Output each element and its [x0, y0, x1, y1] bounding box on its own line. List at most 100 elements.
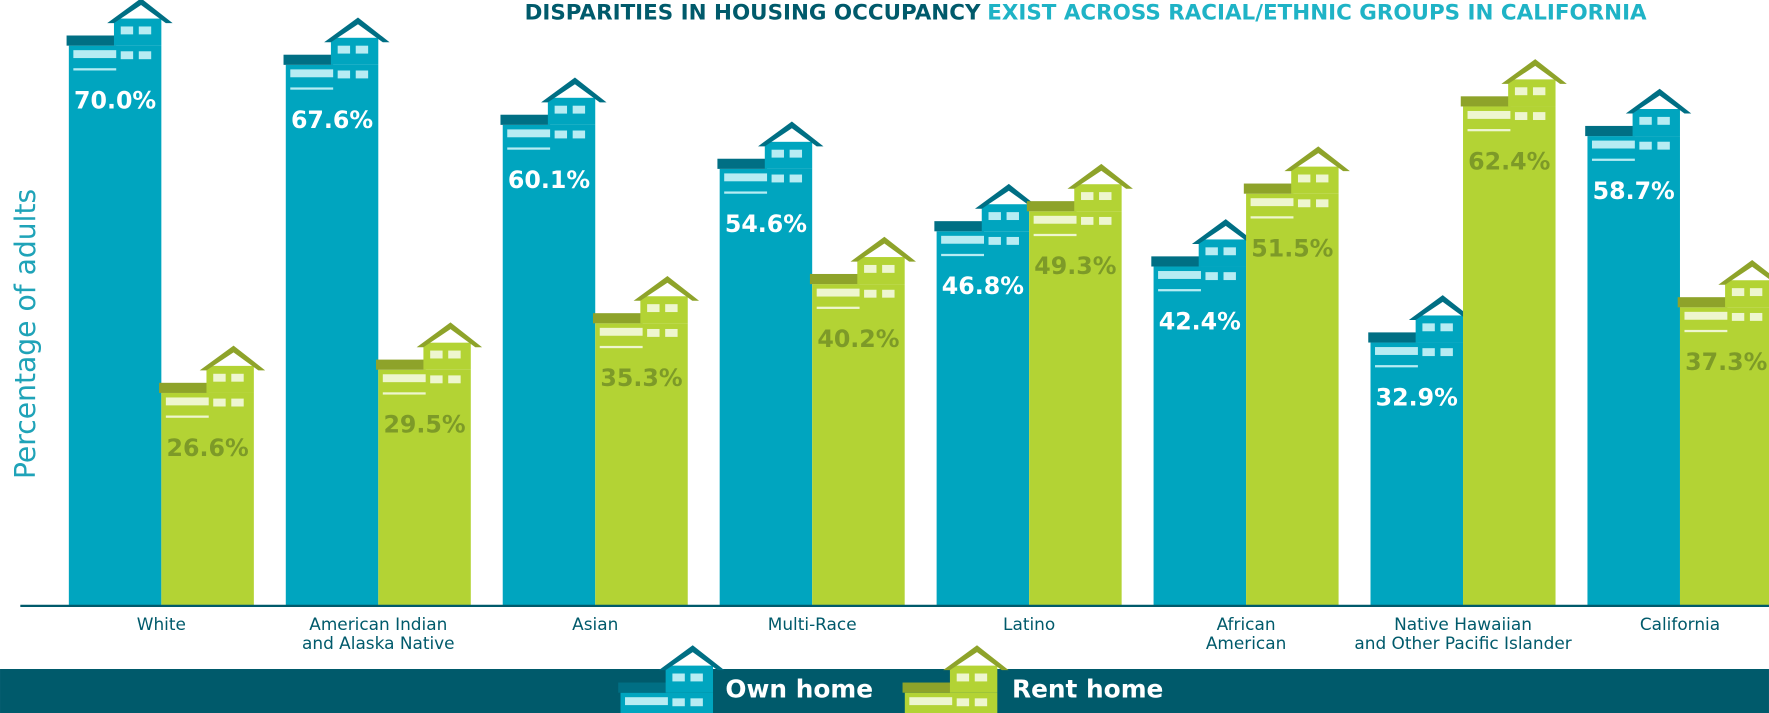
bar-house-eave — [1151, 256, 1201, 267]
bar-house-win — [1514, 87, 1528, 96]
bar-house-win — [647, 328, 660, 337]
bar-house-win — [1099, 216, 1112, 225]
legend-label: Rent home — [1012, 674, 1163, 703]
legend-house-win — [690, 673, 703, 682]
bar-house-win — [1099, 192, 1112, 201]
bar-house-win — [724, 191, 768, 194]
bar-house-win — [599, 345, 643, 349]
bar — [1246, 193, 1339, 606]
bar — [812, 284, 905, 606]
bar-house-win — [864, 289, 877, 298]
bar-house-eave — [66, 35, 117, 46]
bar — [502, 124, 596, 606]
legend-house-win — [672, 673, 685, 682]
bar-house-win — [165, 397, 209, 406]
bar — [719, 168, 813, 606]
x-tick-label: California — [1640, 614, 1720, 634]
legend-house-win — [672, 698, 685, 707]
bar-house-win — [665, 328, 678, 337]
bar-house-win — [1532, 87, 1546, 96]
bar-house-roof — [1501, 59, 1567, 84]
bar-house-win — [165, 415, 209, 418]
bar-house-win — [1639, 116, 1652, 125]
bar-house-eave — [1243, 183, 1294, 194]
value-label: 42.4% — [1159, 307, 1241, 335]
bar-house-win — [1297, 174, 1311, 183]
bar-house-eave — [1368, 332, 1418, 343]
bar-house-win — [554, 105, 568, 114]
bar — [936, 231, 1030, 606]
bar-house-win — [1467, 110, 1511, 119]
legend-house-win — [956, 673, 970, 682]
bar-house-win — [1033, 215, 1077, 224]
value-label: 54.6% — [725, 210, 807, 238]
bar-house-win — [1006, 212, 1019, 221]
x-tick-label: African American — [1206, 614, 1286, 653]
bar — [1463, 106, 1556, 606]
bar — [1370, 342, 1464, 606]
bar-house-win — [1316, 174, 1329, 183]
value-label: 40.2% — [817, 325, 899, 353]
bar-house-eave — [592, 313, 643, 324]
bar-house-win — [138, 51, 152, 60]
chart-title: DISPARITIES IN HOUSING OCCUPANCY EXIST AC… — [525, 1, 1647, 26]
bar — [1587, 136, 1680, 606]
bar-house-eave — [500, 114, 551, 125]
bar-house-win — [1158, 271, 1201, 279]
bar-house-eave — [283, 54, 334, 65]
bar-house-win — [1532, 112, 1546, 121]
legend-house-eave — [902, 682, 953, 693]
bar — [161, 392, 254, 606]
bar-house-win — [816, 288, 860, 297]
value-label: 70.0% — [74, 87, 156, 115]
bar-house-win — [1081, 216, 1094, 225]
bar-house-win — [231, 373, 244, 382]
bar-house-win — [789, 174, 803, 183]
x-tick-label: Asian — [572, 614, 618, 634]
x-tick-line: Latino — [1003, 614, 1055, 634]
bar-house-win — [647, 304, 660, 313]
bar-house-roof — [541, 77, 607, 103]
value-label: 67.6% — [291, 106, 373, 134]
bar-house-eave — [1677, 297, 1728, 308]
bar-house-roof — [1625, 88, 1692, 114]
bar-house-win — [1591, 158, 1635, 161]
bar-house-win — [1375, 347, 1418, 355]
legend-house-eave — [618, 682, 668, 693]
bar-house-win — [1375, 365, 1418, 368]
bar-house-win — [73, 68, 117, 71]
bar-house-win — [1657, 116, 1670, 125]
bar-house-roof — [633, 275, 700, 301]
x-tick-label: Native Hawaiian and Other Pacific Islande… — [1354, 614, 1571, 653]
value-label: 29.5% — [383, 411, 465, 439]
bar-house-win — [1514, 112, 1528, 121]
bar-house-win — [1731, 288, 1745, 297]
bar-house-win — [1205, 247, 1218, 256]
bar-house-win — [337, 70, 351, 79]
bar-house-win — [290, 87, 334, 90]
x-tick-line: Native Hawaiian — [1394, 614, 1532, 634]
bar-house-win — [771, 174, 784, 183]
bar-house-win — [120, 51, 134, 60]
bar-house-win — [882, 289, 895, 298]
y-axis-label: Percentage of adults — [9, 189, 42, 479]
value-label: 35.3% — [600, 364, 682, 392]
legend-house-roof — [658, 645, 725, 671]
bar-house-win — [941, 235, 985, 244]
bar-house-upper — [1725, 280, 1769, 308]
bar-house-roof — [107, 0, 173, 24]
bar-house-win — [599, 327, 643, 336]
value-label: 46.8% — [942, 272, 1024, 300]
bar-house-win — [1639, 141, 1652, 150]
bar — [1679, 307, 1769, 606]
x-tick-label: American Indian and Alaska Native — [302, 614, 455, 653]
bar-house-roof — [416, 322, 483, 348]
value-label: 51.5% — [1251, 235, 1333, 263]
bar-house-win — [430, 375, 443, 384]
value-label: 60.1% — [508, 166, 590, 194]
legend-house-win — [974, 673, 988, 682]
legend-house-win — [909, 697, 953, 706]
value-label: 58.7% — [1593, 177, 1675, 205]
bar-house-win — [724, 173, 768, 182]
legend-house-win — [956, 698, 970, 707]
